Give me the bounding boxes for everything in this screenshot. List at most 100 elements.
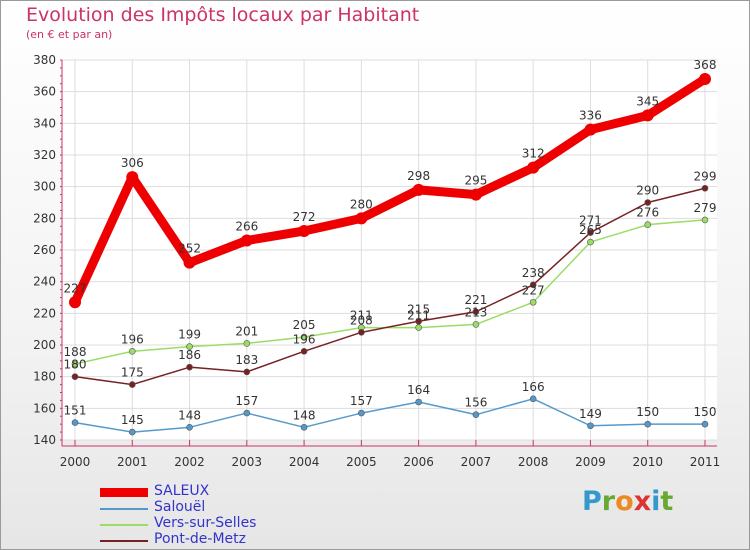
x-tick-label: 2002 — [174, 455, 205, 469]
y-tick-label: 380 — [33, 53, 56, 67]
data-point — [644, 199, 652, 206]
legend-label: SALEUX — [154, 483, 210, 499]
data-label: 186 — [178, 348, 201, 362]
data-point — [358, 329, 365, 336]
data-point — [71, 419, 79, 426]
legend-swatch — [100, 508, 148, 510]
data-point — [472, 411, 480, 418]
data-point — [529, 298, 537, 306]
data-label: 227 — [64, 281, 87, 295]
data-point — [71, 373, 79, 380]
legend-label: Salouël — [154, 499, 206, 515]
data-label: 183 — [235, 353, 258, 367]
y-tick-label: 260 — [33, 243, 56, 257]
data-point — [469, 188, 482, 201]
data-label: 205 — [293, 318, 316, 332]
x-tick-label: 2001 — [117, 455, 148, 469]
series-line-vers-sur-selles — [74, 219, 706, 365]
data-point — [71, 360, 79, 368]
data-point — [183, 256, 196, 269]
data-point — [587, 238, 594, 246]
data-label: 299 — [694, 169, 717, 183]
data-label: 208 — [350, 313, 373, 327]
data-point — [644, 420, 652, 428]
data-point — [186, 424, 193, 431]
data-label: 150 — [636, 405, 659, 419]
data-label: 265 — [579, 223, 602, 237]
data-point — [300, 333, 308, 341]
data-label: 368 — [694, 58, 717, 72]
legend-swatch — [100, 524, 148, 526]
data-label: 150 — [694, 405, 717, 419]
data-label: 238 — [522, 266, 545, 280]
data-point — [126, 171, 139, 184]
data-label: 306 — [121, 156, 144, 170]
y-tick-label: 200 — [33, 338, 56, 352]
data-label: 156 — [464, 396, 487, 410]
data-point — [472, 321, 480, 328]
y-tick-label: 280 — [33, 211, 56, 225]
x-tick-label: 2008 — [518, 455, 549, 469]
data-label: 201 — [235, 324, 258, 338]
data-point — [412, 183, 425, 196]
y-tick-label: 180 — [33, 370, 56, 384]
data-label: 280 — [350, 197, 373, 211]
data-point — [243, 409, 251, 417]
data-label: 336 — [579, 109, 602, 123]
y-tick-label: 320 — [33, 148, 56, 162]
data-point — [300, 424, 308, 431]
data-point — [243, 368, 251, 376]
legend-swatch — [100, 540, 148, 542]
chart-subtitle: (en € et par an) — [26, 28, 113, 41]
legend-label: Pont-de-Metz — [154, 531, 247, 547]
data-label: 272 — [293, 210, 316, 224]
y-tick-label: 240 — [33, 275, 56, 289]
series-line-saleux — [70, 74, 710, 307]
data-point — [69, 296, 81, 309]
series-line-salou-l — [74, 398, 706, 433]
data-point — [128, 348, 136, 355]
data-label: 312 — [522, 147, 545, 161]
data-point — [415, 398, 422, 406]
series-line-pont-de-metz — [74, 187, 706, 386]
data-point — [355, 212, 368, 225]
x-tick-label: 2003 — [232, 455, 263, 469]
grid — [62, 59, 717, 441]
data-point — [415, 324, 422, 331]
data-label: 271 — [579, 214, 602, 228]
data-label: 175 — [121, 366, 144, 380]
proxiti-logo: Proxit — [582, 486, 674, 517]
data-label: 298 — [407, 169, 430, 183]
data-label: 221 — [464, 293, 487, 307]
data-point — [641, 109, 654, 122]
data-label: 164 — [407, 383, 430, 397]
data-label: 157 — [350, 394, 373, 408]
data-point — [701, 216, 709, 224]
data-label: 295 — [464, 174, 487, 188]
x-tick-label: 2004 — [289, 455, 320, 469]
axes: 140 160 180 200 220 240 260 280 300 320 340 360 380 2… — [33, 53, 720, 469]
y-tick-label: 160 — [33, 401, 56, 415]
data-label: 290 — [636, 184, 659, 198]
data-label: 151 — [64, 404, 87, 418]
data-point — [701, 420, 709, 428]
x-tick-label: 2006 — [403, 455, 434, 469]
data-point — [186, 343, 193, 350]
data-point — [300, 348, 308, 355]
data-label: 188 — [64, 345, 87, 359]
data-label: 148 — [178, 408, 201, 422]
legend-label: Vers-sur-Selles — [154, 515, 257, 531]
data-label: 345 — [636, 94, 659, 108]
data-point — [644, 221, 652, 228]
data-label: 213 — [464, 305, 487, 319]
data-label: 196 — [121, 332, 144, 346]
data-point — [699, 73, 711, 85]
data-point — [358, 409, 365, 417]
x-tick-label: 2010 — [632, 455, 663, 469]
data-label: 166 — [522, 380, 545, 394]
series-group — [69, 73, 711, 436]
data-label: 199 — [178, 328, 201, 342]
data-point — [128, 381, 136, 388]
data-label: 252 — [178, 242, 201, 256]
